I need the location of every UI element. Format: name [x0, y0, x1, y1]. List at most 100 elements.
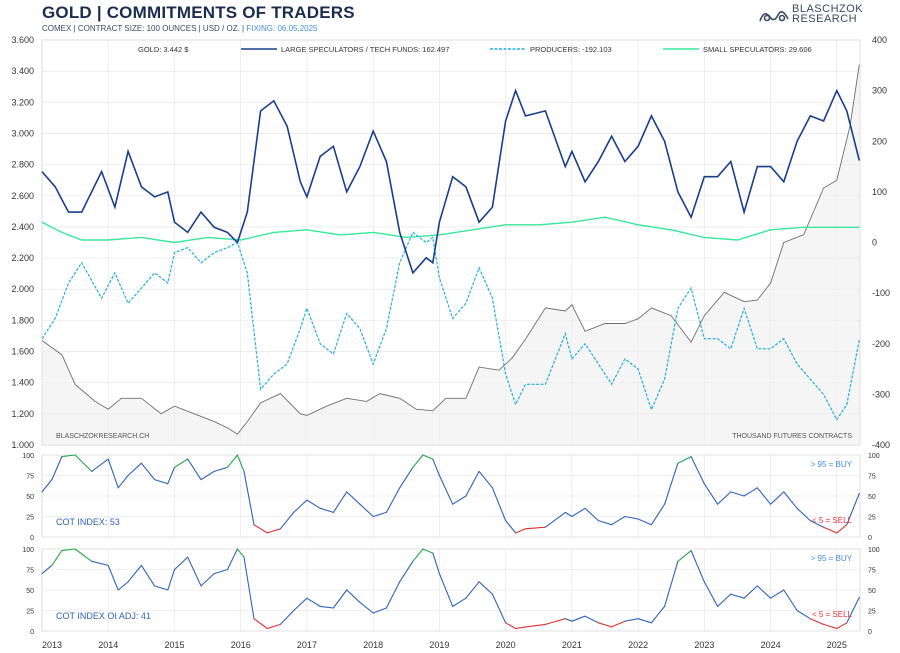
cot-index-segment — [650, 503, 666, 526]
cot-left-tick: 75 — [26, 568, 34, 575]
cot-index-oi-adj-segment — [226, 548, 238, 571]
cot-left-tick: 100 — [22, 453, 34, 460]
left-tick-label: 1.600 — [11, 347, 34, 357]
cot-index-oi-adj-segment — [236, 548, 245, 558]
cot-index-oi-adj-segment — [91, 560, 109, 566]
cot-index-segment — [293, 499, 308, 513]
cot-index-oi-adj-segment — [167, 568, 176, 591]
cot-index-oi-adj-segment — [703, 581, 719, 607]
cot-index-segment — [412, 454, 424, 468]
cot-index-oi-adj-segment — [385, 581, 401, 609]
right-tick-label: 0 — [872, 238, 877, 248]
cot-left-tick: 0 — [30, 629, 34, 636]
cot-index-oi-adj-segment — [319, 605, 334, 609]
cot-right-tick: 75 — [868, 568, 876, 575]
fixing-date: FIXING: 06.05.2025 — [246, 24, 318, 33]
left-tick-label: 3.000 — [11, 128, 34, 138]
cot-index-buy-label: > 95 = BUY — [811, 460, 853, 469]
cot-index-oi-adj-segment — [279, 609, 295, 625]
x-tick-label: 2025 — [827, 640, 847, 650]
subtitle: COMEX | CONTRACT SIZE: 100 OUNCES | USD … — [42, 24, 318, 33]
cot-index-oi-adj-segment — [524, 623, 546, 628]
cot-index-oi-adj-segment — [346, 589, 361, 603]
cot-index-segment — [74, 454, 93, 472]
cot-index-segment — [505, 520, 517, 534]
cot-index-oi-adj-segment — [61, 548, 76, 552]
cot-index-segment — [253, 524, 268, 534]
cot-index-segment — [730, 491, 745, 497]
legend-gold: GOLD: 3.442 $ — [138, 45, 189, 54]
right-tick-label: -300 — [872, 389, 890, 399]
cot-index-segment — [624, 515, 639, 520]
cot-index-segment — [524, 526, 546, 530]
cot-index-segment — [51, 456, 63, 481]
cot-index-segment — [571, 507, 586, 518]
cot-index-oi-adj-segment — [372, 607, 387, 614]
cot-index-segment — [465, 470, 480, 497]
cot-index-segment — [107, 458, 119, 489]
left-tick-label: 2.800 — [11, 160, 34, 170]
cot-index-oi-adj-segment — [173, 556, 189, 571]
left-tick-label: 3.600 — [11, 35, 34, 45]
cot-index-oi-adj-segment — [432, 552, 440, 575]
cot-index-oi-adj-segment — [422, 548, 434, 554]
cot-index-segment — [140, 462, 156, 481]
cot-index-segment — [187, 458, 202, 481]
cot-left-tick: 25 — [26, 515, 34, 522]
x-tick-label: 2024 — [761, 640, 781, 650]
cot-index-segment — [491, 487, 507, 522]
cot-index-segment — [637, 518, 652, 526]
cot-index-oi-adj-segment — [74, 548, 93, 562]
cot-index-segment — [236, 454, 245, 472]
cot-index-oi-adj-segment — [730, 593, 745, 599]
cot-index-segment — [717, 491, 732, 505]
cot-index-segment — [690, 456, 705, 485]
legend-producers: PRODUCERS: -192.103 — [530, 45, 612, 54]
left-tick-label: 2.200 — [11, 253, 34, 263]
gold-area — [42, 64, 860, 445]
cot-right-tick: 50 — [868, 588, 876, 595]
x-tick-label: 2019 — [429, 640, 449, 650]
cot-index-oi-adj-segment — [266, 623, 281, 630]
cot-index-oi-adj-segment — [154, 585, 169, 591]
cot-index-oi-adj-segment — [809, 618, 825, 625]
left-tick-label: 1.800 — [11, 315, 34, 325]
cot-index-segment — [611, 515, 626, 526]
cot-left-tick: 0 — [30, 535, 34, 542]
gold-price-line — [41, 64, 860, 435]
cot-right-tick: 25 — [868, 609, 876, 616]
cot-index-oi-adj-segment — [796, 609, 811, 620]
cot-index-oi-adj-segment — [293, 597, 308, 612]
cot-right-tick: 75 — [868, 474, 876, 481]
cot-index-segment — [664, 462, 679, 505]
cot-right-tick: 50 — [868, 494, 876, 501]
cot-index-oi-adj-segment — [253, 618, 268, 630]
cot-index-oi-adj-segment — [51, 550, 63, 566]
cot-index-oi-adj-segment — [515, 626, 527, 630]
cot-index-segment — [796, 507, 811, 522]
cot-index-segment — [167, 466, 176, 485]
right-tick-label: 300 — [872, 86, 887, 96]
x-tick-label: 2018 — [363, 640, 383, 650]
cot-index-oi-adj-segment — [717, 593, 732, 607]
cot-index-oi-adj-sell-label: < 5 = SELL — [812, 610, 853, 619]
cot-left-tick: 100 — [22, 547, 34, 554]
cot-index-segment — [200, 470, 215, 481]
cot-index-oi-adj-segment — [756, 585, 772, 599]
x-tick-label: 2014 — [98, 640, 118, 650]
cot-index-oi-adj-segment — [213, 568, 229, 575]
cot-index-segment — [332, 491, 348, 513]
cot-index-oi-adj-segment — [465, 581, 480, 599]
left-tick-label: 2.000 — [11, 284, 34, 294]
cot-index-oi-adj-segment — [478, 581, 493, 595]
cot-index-segment — [359, 503, 374, 518]
cot-index-segment — [399, 466, 414, 489]
cot-index-oi-adj-segment — [597, 622, 613, 628]
cot-index-segment — [515, 528, 527, 534]
cot-index-sell-label: < 5 = SELL — [812, 516, 853, 525]
cot-index-oi-adj-segment — [836, 622, 848, 630]
cot-index-oi-adj-segment — [611, 620, 626, 628]
cot-index-oi-adj-segment — [770, 589, 785, 599]
cot-index-oi-adj-segment — [637, 618, 652, 624]
cot-index-segment — [770, 491, 785, 505]
